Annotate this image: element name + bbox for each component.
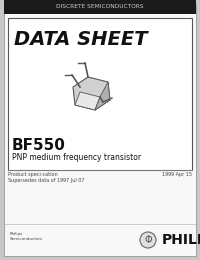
Circle shape	[140, 232, 156, 248]
Text: Supersedes data of 1997 Jul 07: Supersedes data of 1997 Jul 07	[8, 178, 84, 183]
Text: 1999 Apr 15: 1999 Apr 15	[162, 172, 192, 177]
Text: Philips
Semiconductors: Philips Semiconductors	[10, 232, 43, 241]
Polygon shape	[73, 77, 110, 110]
Text: Product speci­cation: Product speci­cation	[8, 172, 58, 177]
Polygon shape	[95, 82, 110, 110]
Polygon shape	[75, 92, 100, 110]
Text: PHILIPS: PHILIPS	[162, 233, 200, 247]
Text: PNP medium frequency transistor: PNP medium frequency transistor	[12, 153, 141, 161]
Text: BF550: BF550	[12, 138, 66, 153]
Text: Φ: Φ	[144, 235, 152, 245]
Text: DATA SHEET: DATA SHEET	[14, 30, 148, 49]
Text: DISCRETE SEMICONDUCTORS: DISCRETE SEMICONDUCTORS	[56, 4, 144, 10]
Bar	[8, 18, 192, 170]
Bar	[4, 0, 196, 14]
